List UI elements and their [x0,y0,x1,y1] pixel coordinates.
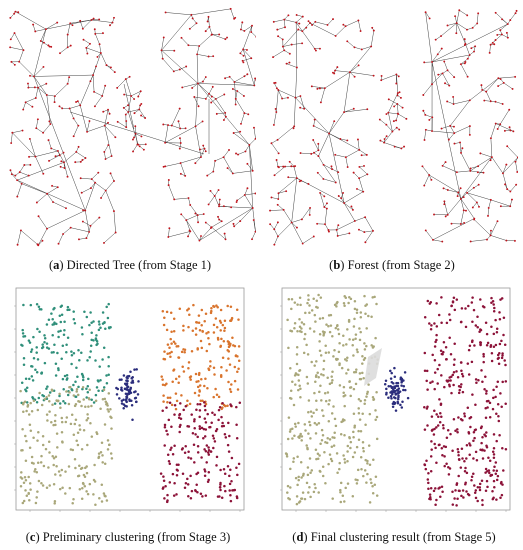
tree-nodes [9,7,256,247]
tree-edges [269,10,518,245]
scatter-points [19,302,242,507]
panel-b-forest [266,4,518,252]
axis-ticks [280,305,507,512]
caption-c-text: Preliminary clustering (from Stage 3) [42,530,231,544]
plot-frame [15,287,245,511]
caption-d-letter: d [296,530,304,544]
panel-a-directed-tree [4,4,256,252]
axis-ticks [14,305,241,512]
highlight-shape [364,348,382,386]
tree-nodes [269,9,518,246]
scatter-plot-d [280,287,511,512]
panel-c-preliminary-clustering [4,282,252,522]
tree-graph-a [9,7,256,247]
caption-a-letter: a [53,258,60,272]
caption-a-text: Directed Tree (from Stage 1) [66,258,212,272]
caption-b: (b) Forest (from Stage 2) [329,258,455,272]
forest-graph-b [269,9,518,246]
caption-c-letter: c [29,530,36,544]
tree-edges [10,8,256,246]
caption-a: (a) Directed Tree (from Stage 1) [48,258,212,272]
caption-d-text: Final clustering result (from Stage 5) [310,530,496,544]
caption-c: (c) Preliminary clustering (from Stage 3… [25,530,231,544]
caption-d: (d) Final clustering result (from Stage … [292,530,496,544]
scatter-plot-c [14,287,245,512]
scatter-points [284,293,508,507]
caption-b-letter: b [333,258,341,272]
panel-d-final-clustering [270,282,518,522]
caption-b-text: Forest (from Stage 2) [347,258,455,272]
plot-frame [281,287,511,511]
